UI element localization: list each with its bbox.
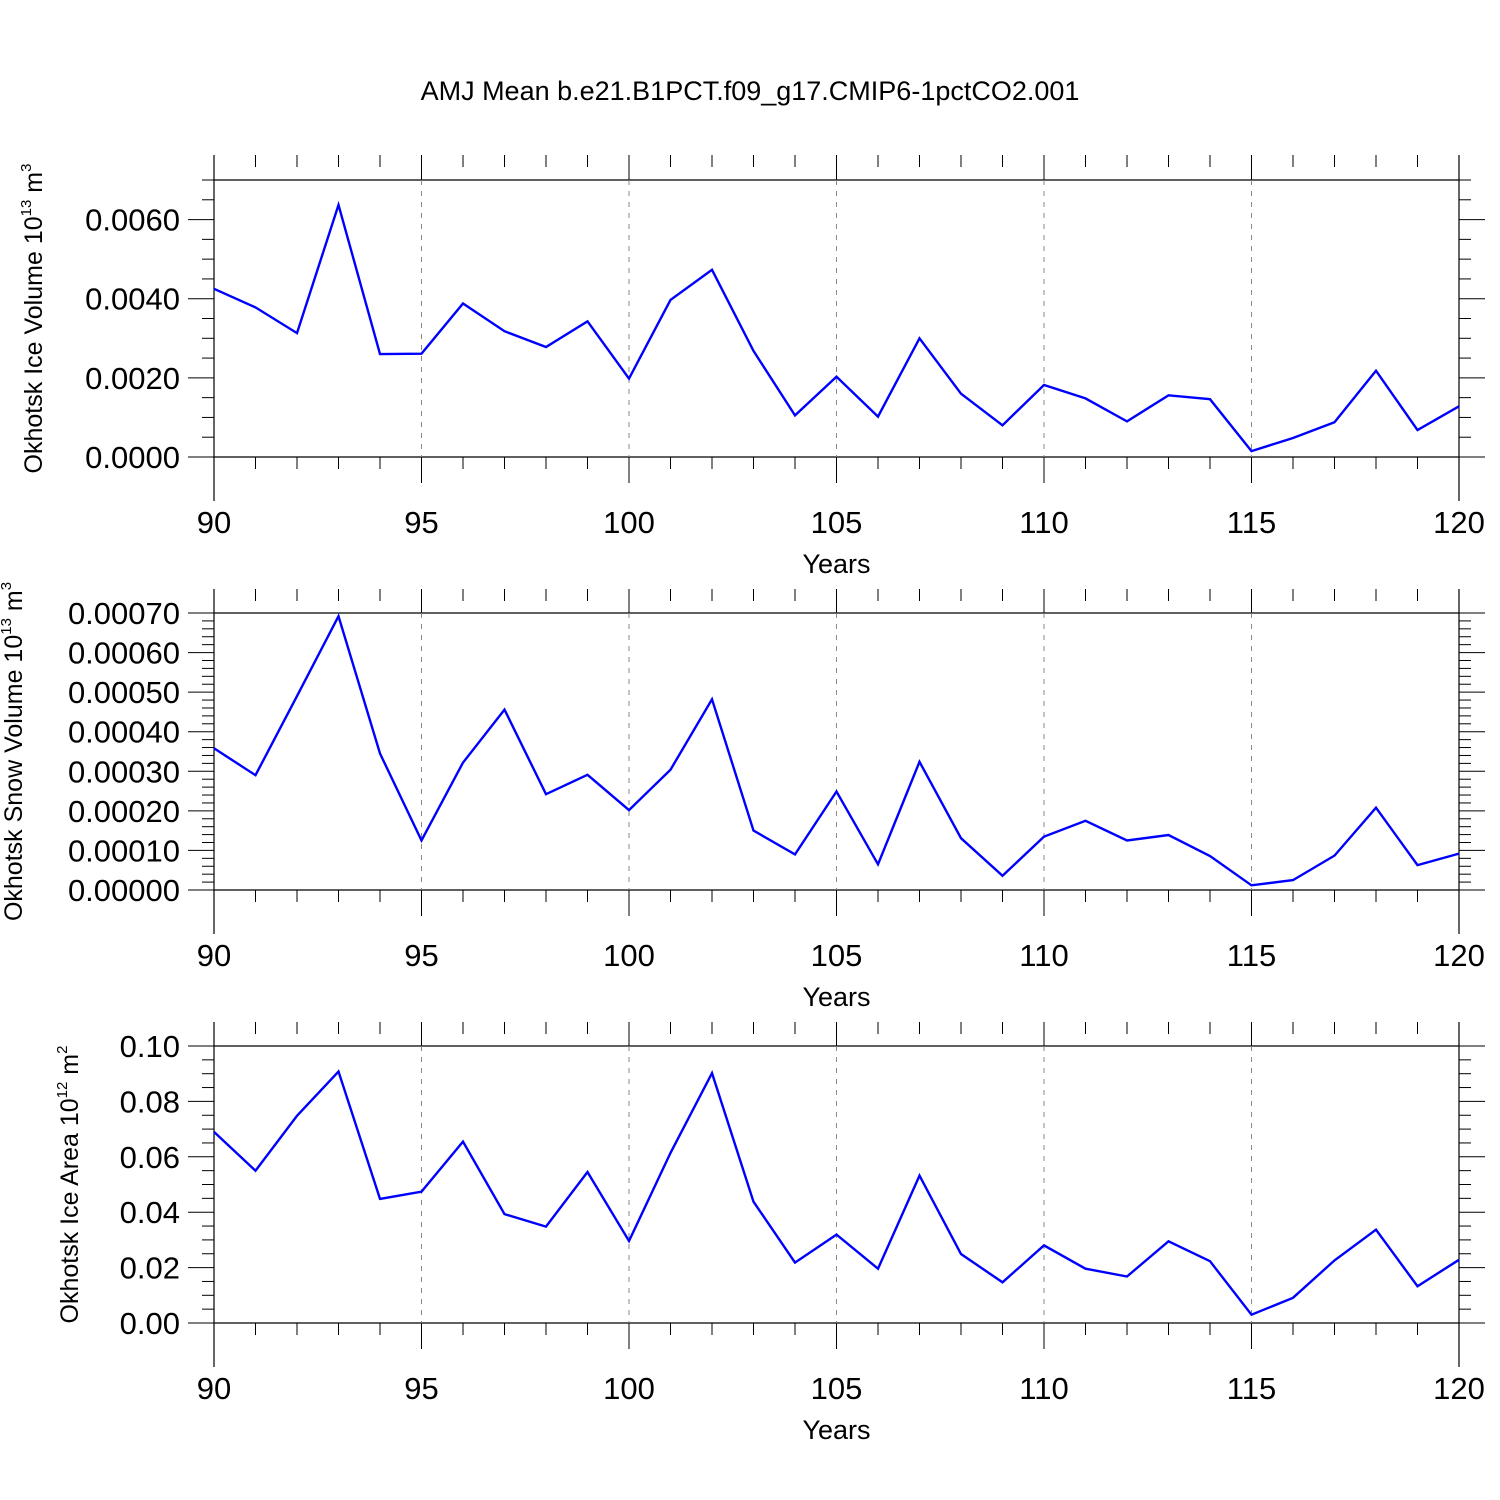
panel2-x-tick-label: 90 <box>197 938 231 973</box>
panel2-y-axis-label-part: 3 <box>0 582 15 590</box>
panel3-y-tick-label: 0.08 <box>120 1084 180 1119</box>
panel1-y-axis-label-part: 13 <box>18 200 35 217</box>
panel1-series-line <box>213 200 1460 453</box>
panel2-series-line <box>213 613 1460 887</box>
panel1-y-axis-label-part: 3 <box>18 164 35 172</box>
panel1-y-tick-label: 0.0040 <box>85 282 180 317</box>
panel1-y-tick-label: 0.0000 <box>85 440 180 475</box>
panel3-y-axis-label-part: Okhotsk Ice Area 10 <box>56 1098 84 1323</box>
panel3-y-axis-label-part: 12 <box>54 1082 71 1099</box>
panel3-x-axis-label: Years <box>802 1415 870 1445</box>
panel2-y-tick-label: 0.00070 <box>68 596 180 631</box>
panel2-x-tick-label: 95 <box>404 938 438 973</box>
panel2-y-axis-label: Okhotsk Snow Volume 1013 m3 <box>0 582 28 921</box>
panel3-x-tick-label: 120 <box>1433 1371 1485 1406</box>
panel3-y-tick-label: 0.00 <box>120 1306 180 1341</box>
panel3-y-axis-label-part: m <box>56 1054 84 1082</box>
panel2-y-tick-label: 0.00060 <box>68 636 180 671</box>
panel1-y-axis-label-part: m <box>20 172 48 200</box>
panel2-x-tick-label: 110 <box>1019 938 1068 973</box>
panel1-y-axis-label: Okhotsk Ice Volume 1013 m3 <box>18 164 48 474</box>
panel1-x-tick-label: 100 <box>603 505 655 540</box>
panel2-x-axis-label: Years <box>802 982 870 1012</box>
panel2-x-tick-label: 105 <box>811 938 863 973</box>
panel2-y-axis-label-part: Okhotsk Snow Volume 10 <box>0 635 28 921</box>
panel2-y-tick-label: 0.00040 <box>68 715 180 750</box>
panel1-x-tick-label: 105 <box>811 505 863 540</box>
panel2-y-tick-label: 0.00010 <box>68 833 180 868</box>
figure-title: AMJ Mean b.e21.B1PCT.f09_g17.CMIP6-1pctC… <box>420 76 1080 106</box>
panel1-x-tick-label: 90 <box>197 505 231 540</box>
panel2-y-axis-label-part: m <box>0 590 28 618</box>
panel1-x-tick-label: 115 <box>1227 505 1276 540</box>
panel2-x-tick-label: 120 <box>1433 938 1485 973</box>
panel3-y-tick-label: 0.10 <box>120 1029 180 1064</box>
panel1-y-tick-label: 0.0060 <box>85 203 180 238</box>
panel3-x-tick-label: 95 <box>404 1371 438 1406</box>
panel2-y-tick-label: 0.00030 <box>68 754 180 789</box>
panel1-x-tick-label: 95 <box>404 505 438 540</box>
panel2-y-tick-label: 0.00000 <box>68 873 180 908</box>
panel2-y-tick-label: 0.00050 <box>68 675 180 710</box>
panel3-x-tick-label: 90 <box>197 1371 231 1406</box>
panel2-x-tick-label: 115 <box>1227 938 1276 973</box>
panel1-y-axis-label-part: Okhotsk Ice Volume 10 <box>20 216 48 473</box>
panel1-x-axis-label: Years <box>802 549 870 579</box>
panel3-y-axis-label: Okhotsk Ice Area 1012 m2 <box>54 1046 84 1324</box>
panel1-x-tick-label: 120 <box>1433 505 1485 540</box>
panel3-x-tick-label: 100 <box>603 1371 655 1406</box>
panel2-y-axis-label-part: 13 <box>0 618 15 635</box>
panel3-y-axis-label-part: 2 <box>54 1046 71 1054</box>
panel3-y-tick-label: 0.06 <box>120 1140 180 1175</box>
panel3-x-tick-label: 105 <box>811 1371 863 1406</box>
panel3-x-tick-label: 110 <box>1019 1371 1068 1406</box>
panel2-x-tick-label: 100 <box>603 938 655 973</box>
panel1-x-tick-label: 110 <box>1019 505 1068 540</box>
panel2-y-tick-label: 0.00020 <box>68 794 180 829</box>
panel3-x-tick-label: 115 <box>1227 1371 1276 1406</box>
panel3-y-tick-label: 0.02 <box>120 1251 180 1286</box>
panel3-series-line <box>213 1069 1460 1317</box>
panel1-y-tick-label: 0.0020 <box>85 361 180 396</box>
panel3-y-tick-label: 0.04 <box>120 1195 180 1230</box>
